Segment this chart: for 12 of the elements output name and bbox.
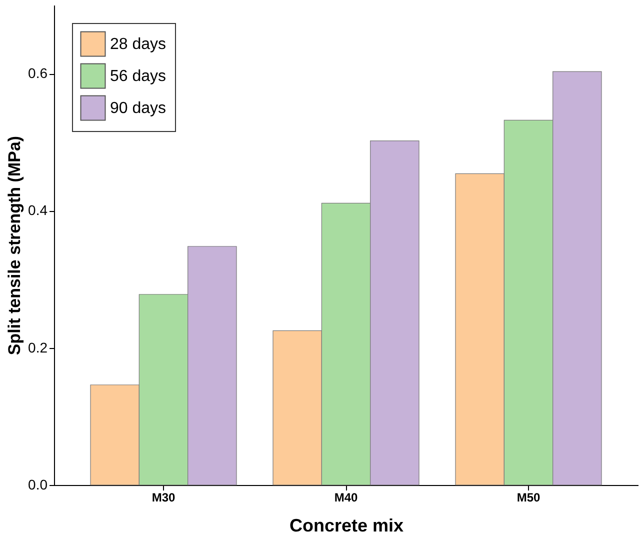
legend-label: 28 days: [110, 36, 166, 53]
legend-label: 56 days: [110, 68, 166, 85]
y-tick-label: 0.2: [28, 339, 48, 356]
y-tick-label: 0.6: [28, 65, 48, 82]
x-tick-label: M30: [152, 490, 176, 504]
y-tick-label: 0.4: [28, 202, 48, 218]
y-tick-label: 0.0: [28, 476, 48, 492]
legend-label: 90 days: [110, 100, 166, 117]
y-axis-title: Split tensile strength (MPa): [5, 136, 24, 356]
x-tick-label: M50: [516, 490, 540, 504]
x-tick-label: M40: [334, 490, 358, 504]
x-axis-title: Concrete mix: [289, 516, 404, 536]
